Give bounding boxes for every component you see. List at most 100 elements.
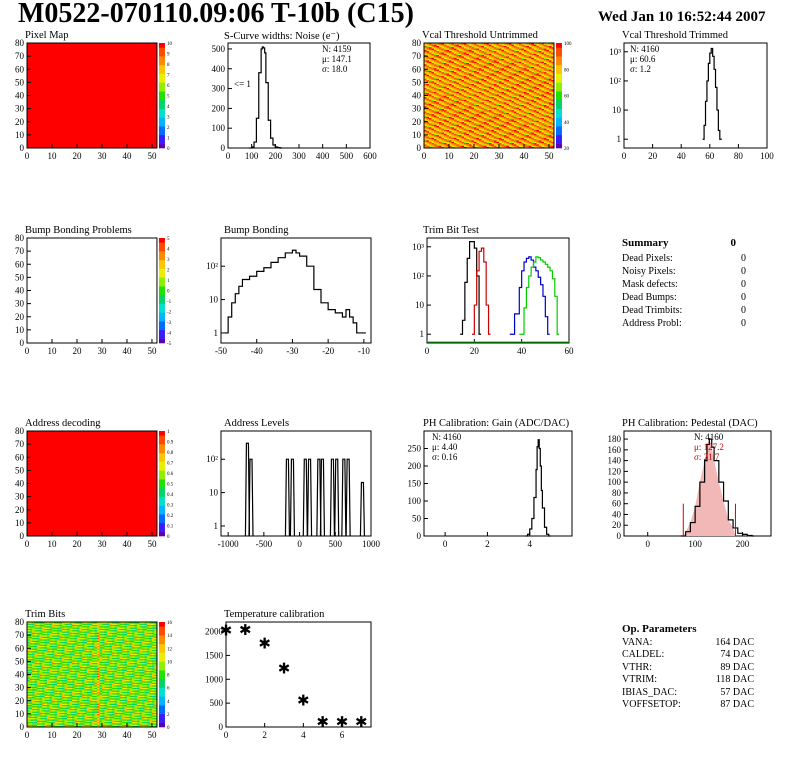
map-cell	[498, 81, 502, 83]
map-cell	[424, 83, 427, 86]
map-cell	[426, 141, 430, 144]
map-cell	[29, 666, 33, 669]
map-cell	[436, 73, 440, 75]
map-cell	[471, 124, 475, 126]
map-cell	[501, 50, 505, 53]
color-scale-segment	[555, 73, 562, 79]
map-cell	[508, 62, 512, 65]
map-cell	[426, 125, 430, 128]
map-cell	[508, 56, 512, 58]
map-cell	[478, 58, 482, 61]
map-cell	[493, 54, 497, 57]
map-cell	[466, 58, 470, 61]
map-cell	[541, 107, 545, 109]
map-cell	[471, 78, 475, 81]
map-cell	[551, 125, 555, 128]
map-cell	[458, 65, 462, 67]
x-tick-label: 10	[47, 346, 57, 356]
map-cell	[463, 117, 467, 120]
map-cell	[34, 640, 38, 642]
map-cell	[471, 91, 475, 94]
map-cell	[543, 132, 547, 134]
map-cell	[29, 629, 33, 632]
map-cell	[473, 130, 477, 133]
map-cell	[448, 49, 452, 52]
map-cell	[496, 123, 500, 125]
map-cell	[473, 115, 477, 117]
map-cell	[528, 57, 532, 60]
map-cell	[496, 65, 500, 67]
map-cell	[508, 81, 512, 83]
map-cell	[481, 77, 485, 79]
map-cell	[491, 106, 495, 108]
map-cell	[446, 88, 450, 91]
map-cell	[478, 115, 482, 117]
map-cell	[439, 128, 442, 130]
map-cell	[496, 119, 500, 121]
map-cell	[441, 81, 445, 83]
map-cell	[446, 65, 450, 67]
map-cell	[531, 83, 535, 86]
map-cell	[473, 134, 477, 137]
map-cell	[546, 98, 550, 100]
map-cell	[551, 120, 555, 123]
map-cell	[508, 60, 512, 62]
map-cell	[511, 44, 515, 46]
map-cell	[551, 108, 555, 111]
map-cell	[448, 100, 452, 103]
map-cell	[493, 128, 497, 130]
map-cell	[448, 136, 452, 138]
x-tick-label: 20	[72, 346, 82, 356]
map-cell	[32, 648, 35, 650]
map-cell	[443, 116, 447, 119]
map-cell	[456, 102, 460, 104]
map-cell	[493, 65, 497, 67]
map-cell	[523, 65, 527, 67]
map-cell	[518, 127, 522, 129]
map-cell	[451, 50, 455, 53]
map-cell	[424, 109, 427, 112]
map-cell	[473, 88, 477, 91]
map-cell	[34, 632, 38, 635]
map-cell	[523, 125, 527, 128]
map-cell	[488, 116, 492, 119]
map-cell	[541, 137, 545, 140]
map-cell	[443, 71, 447, 74]
map-cell	[501, 81, 505, 83]
map-cell	[443, 81, 447, 83]
map-cell	[498, 69, 502, 71]
map-cell	[526, 81, 530, 83]
fit-area	[683, 439, 736, 536]
map-cell	[463, 94, 467, 96]
map-cell	[468, 75, 472, 78]
map-cell	[538, 67, 542, 70]
map-cell	[453, 130, 457, 133]
map-cell	[443, 132, 447, 134]
map-cell	[37, 683, 40, 686]
map-cell	[424, 120, 427, 123]
map-cell	[471, 52, 475, 54]
map-cell	[501, 66, 505, 69]
map-cell	[456, 146, 460, 149]
map-cell	[513, 90, 517, 92]
map-cell	[546, 74, 550, 77]
map-cell	[493, 85, 497, 87]
map-cell	[518, 86, 522, 88]
map-cell	[536, 145, 540, 147]
map-cell	[491, 56, 495, 58]
map-cell	[468, 115, 472, 117]
map-cell	[429, 90, 432, 92]
map-cell	[483, 52, 487, 54]
map-cell	[443, 56, 447, 58]
map-cell	[503, 142, 507, 145]
map-cell	[466, 67, 470, 70]
map-cell	[488, 78, 492, 81]
map-cell	[448, 95, 452, 98]
map-cell	[473, 60, 477, 62]
map-cell	[526, 54, 530, 57]
map-cell	[481, 61, 485, 63]
map-cell	[536, 56, 540, 58]
map-cell	[528, 136, 532, 138]
map-cell	[446, 103, 450, 105]
